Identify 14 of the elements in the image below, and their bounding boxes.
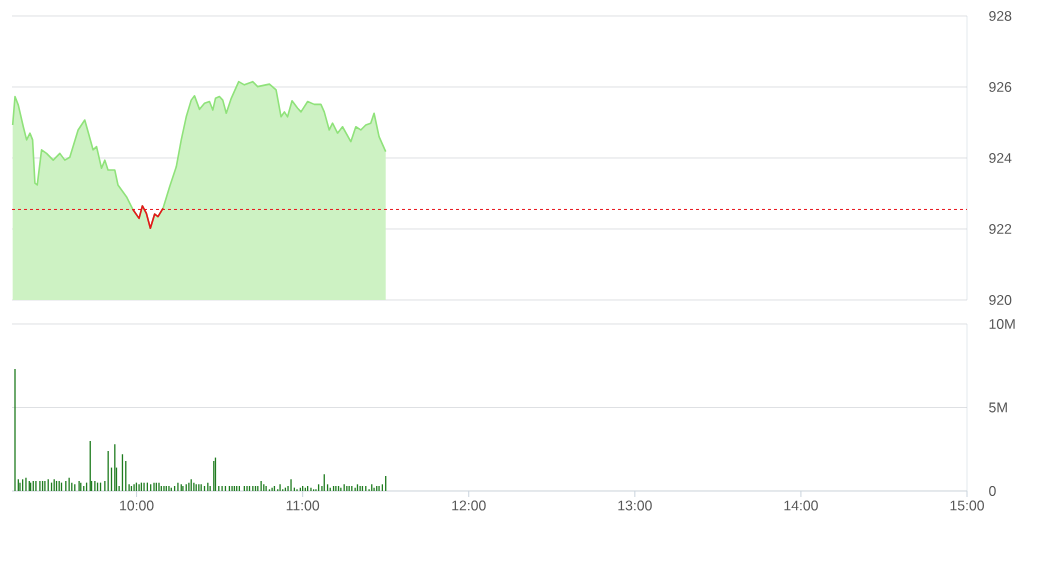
y-tick-label: 926 — [989, 82, 1012, 92]
y-tick-label: 0 — [989, 486, 996, 496]
y-tick-label: 10M — [989, 319, 1015, 329]
x-tick-label: 15:00 — [950, 500, 984, 511]
x-tick-label: 11:00 — [286, 500, 320, 511]
x-tick-label: 14:00 — [784, 500, 818, 511]
x-tick-label: 10:00 — [120, 500, 154, 511]
x-tick-label: 13:00 — [618, 500, 652, 511]
y-tick-label: 924 — [989, 153, 1012, 163]
y-tick-label: 928 — [989, 11, 1012, 21]
y-tick-label: 920 — [989, 295, 1012, 305]
y-tick-label: 5M — [989, 402, 1007, 413]
x-tick-label: 12:00 — [452, 500, 486, 511]
y-tick-label: 922 — [989, 224, 1012, 234]
